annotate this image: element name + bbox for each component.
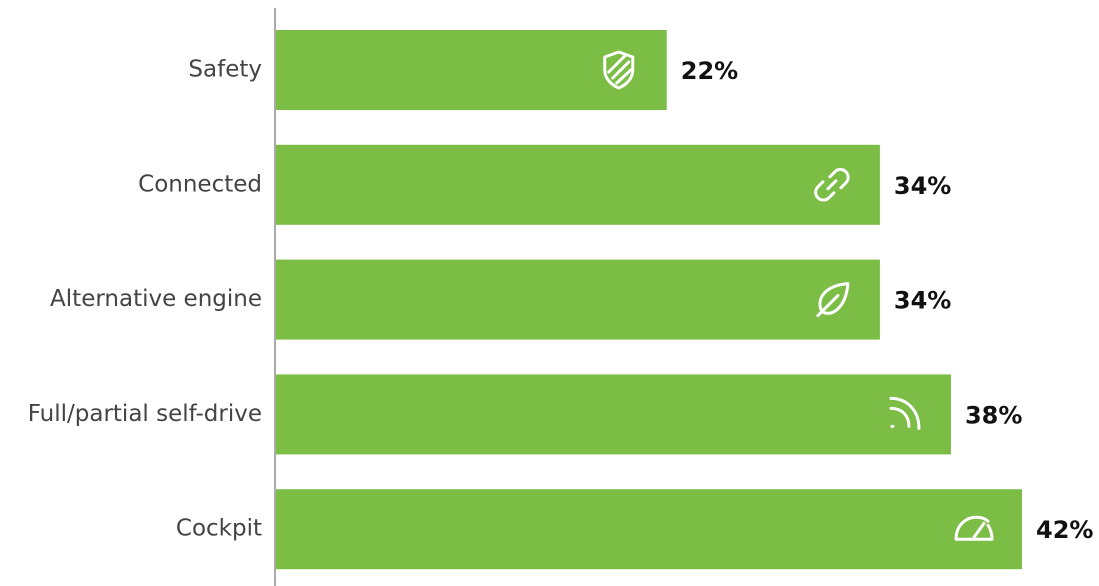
bar [276,259,880,340]
bar-icon [889,396,921,430]
bar [276,489,1022,570]
value-label: 34% [894,287,951,315]
category-label: Cockpit [176,516,262,542]
bar-icon [814,168,850,202]
icon-shape [603,50,635,90]
category-label: Full/partial self-drive [28,401,262,427]
category-label: Alternative engine [50,286,262,312]
bar [276,30,667,110]
category-label: Connected [138,171,262,197]
bar [276,374,951,455]
icon-shape [889,396,921,430]
bar-icon [954,515,994,541]
icon-shape [814,168,850,202]
bar-icon [603,50,635,90]
value-label: 42% [1036,516,1093,544]
icon-shape [816,282,850,318]
bar-icon [816,282,850,318]
value-label: 34% [894,172,951,200]
category-label: Safety [188,57,262,83]
value-label: 22% [681,57,738,85]
bar [276,144,880,225]
value-label: 38% [965,401,1022,429]
icon-shape [954,515,994,541]
